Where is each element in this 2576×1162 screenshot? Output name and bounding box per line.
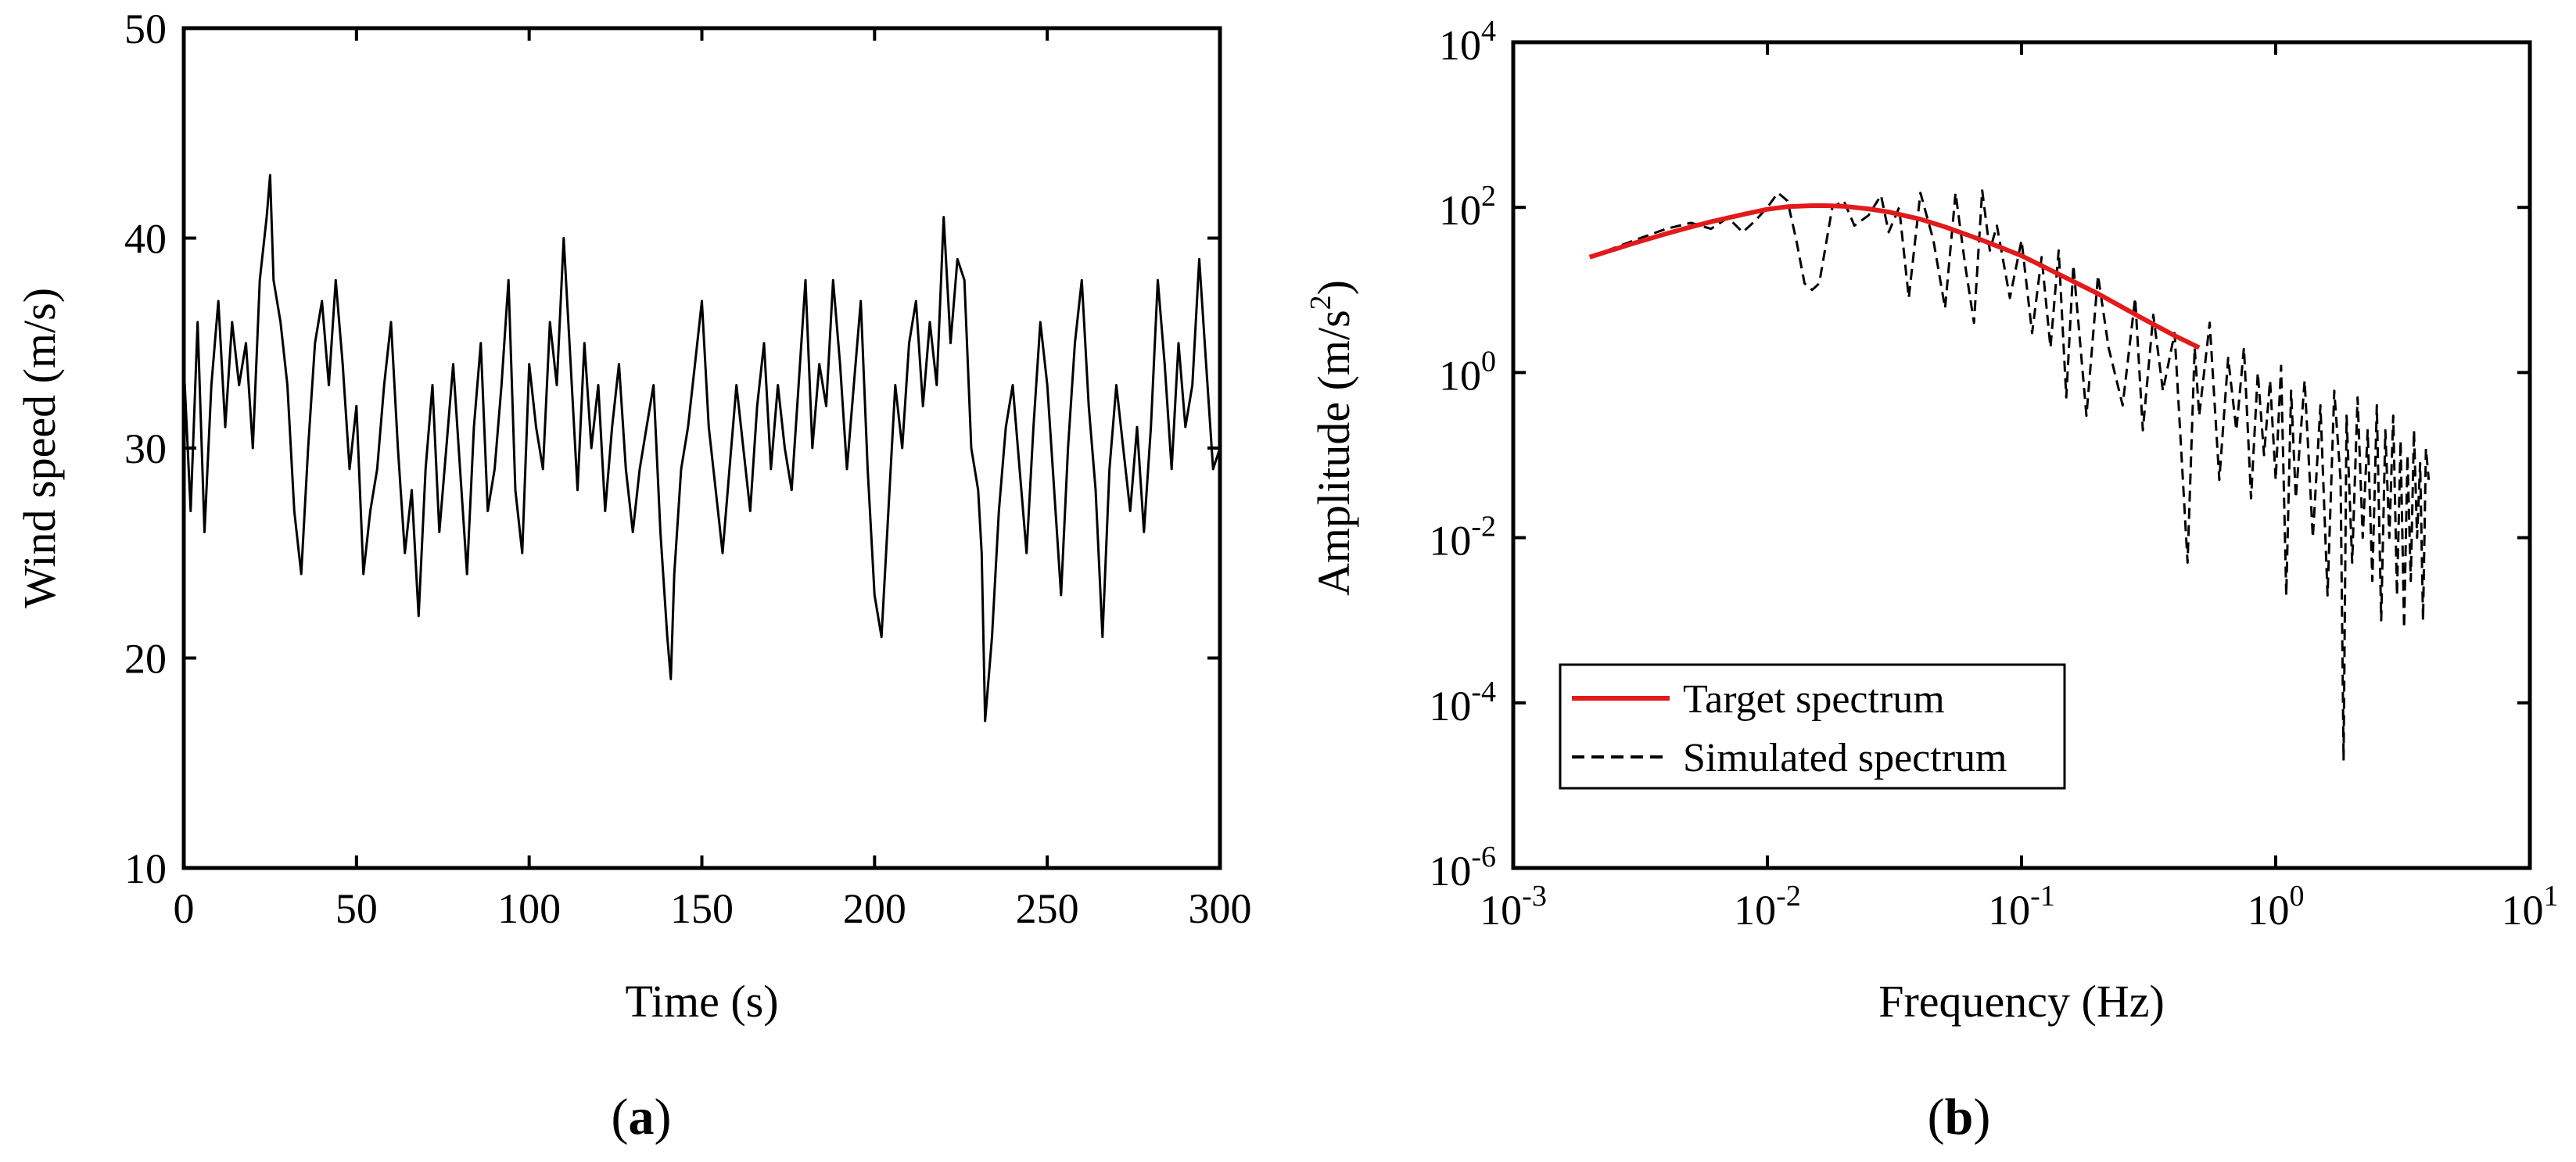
panel-b-x-tick-label: 100 — [2248, 880, 2305, 934]
panel-b: 10-3 10-2 10-1 100 10110-610-410-2100102104 … — [1304, 15, 2559, 1146]
panel-a-x-tick-label: 200 — [843, 885, 906, 932]
panel-b-caption: (b) — [1928, 1088, 1991, 1146]
panel-b-y-tick-label: 10-2 — [1429, 511, 1496, 565]
panel-a-y-tick-label: 40 — [124, 216, 167, 263]
panel-b-y-tick-label: 100 — [1439, 345, 1496, 399]
panel-a-x-tick-label: 100 — [497, 885, 561, 932]
panel-a-axes-frame — [181, 26, 1222, 870]
panel-b-x-tick-label: 10-3 — [1480, 880, 1547, 934]
legend-label-simulated-spectrum: Simulated spectrum — [1683, 736, 2007, 780]
panel-a-x-tick-label: 0 — [174, 885, 195, 932]
panel-b-x-tick-label: 10-1 — [1988, 880, 2055, 934]
panel-b-y-tick-label: 104 — [1439, 15, 1496, 69]
panel-a-y-tick-label: 50 — [124, 5, 167, 52]
panel-a-x-tick-label: 250 — [1016, 885, 1079, 932]
panel-a-caption: (a) — [612, 1088, 672, 1146]
legend: Target spectrum Simulated spectrum — [1559, 663, 2066, 790]
panel-b-x-axis-label: Frequency (Hz) — [1878, 976, 2165, 1027]
panel-b-x-tick-label: 101 — [2502, 880, 2559, 934]
legend-box — [1559, 663, 2066, 790]
panel-b-target-spectrum-line — [1588, 203, 2201, 350]
panel-a-x-tick-label: 150 — [670, 885, 734, 932]
panel-b-x-tick-label: 10-2 — [1734, 880, 1801, 934]
panel-a-y-tick-label: 30 — [124, 425, 167, 472]
panel-a-y-tick-label: 10 — [124, 845, 167, 892]
panel-b-y-tick-label: 102 — [1439, 180, 1496, 234]
panel-b-y-tick-label: 10-6 — [1429, 841, 1496, 895]
panel-a: 0 50 100 150 200 250 300 10 20 30 40 50 Time (s) Wi… — [14, 5, 1252, 1146]
panel-a-x-axis-label: Time (s) — [625, 976, 778, 1027]
panel-b-y-tick-label: 10-4 — [1429, 676, 1496, 730]
panel-a-series-line — [182, 174, 1222, 723]
panel-a-y-axis-label: Wind speed (m/s) — [14, 288, 65, 608]
legend-label-target-spectrum: Target spectrum — [1683, 677, 1945, 722]
panel-a-y-tick-label: 20 — [124, 636, 167, 683]
panel-a-x-tick-label: 300 — [1189, 885, 1252, 932]
panel-b-y-axis-label: Amplitude (m/s2) — [1304, 280, 1359, 596]
panel-a-x-tick-label: 50 — [335, 885, 378, 932]
panel-b-axes-frame — [1511, 40, 2532, 870]
